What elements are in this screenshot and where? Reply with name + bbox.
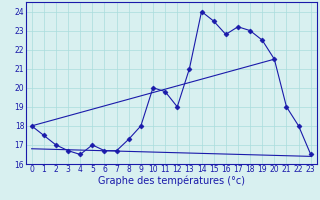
- X-axis label: Graphe des températures (°c): Graphe des températures (°c): [98, 176, 245, 186]
